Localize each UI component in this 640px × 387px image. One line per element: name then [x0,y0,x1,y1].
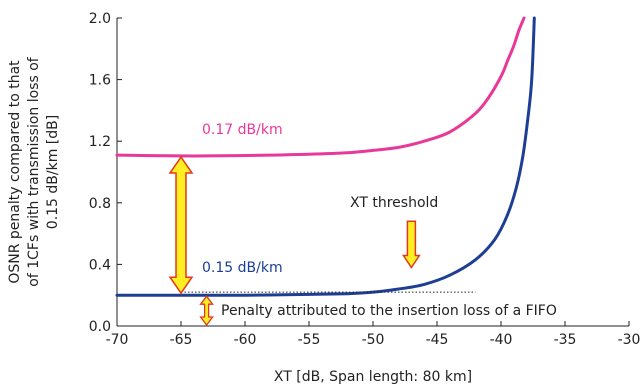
y-axis-label-line2: of 1CFs with transmission loss of [26,56,42,287]
x-tick-label: -50 [362,332,385,348]
y-tick-label: 0.4 [89,257,111,273]
x-tick-label: -55 [298,332,321,348]
y-axis-label-line3: 0.15 dB/km [dB] [45,115,61,229]
xt-threshold-arrow [401,220,421,269]
fifo-penalty-label: Penalty attributed to the insertion loss… [221,303,557,319]
label-017: 0.17 dB/km [202,122,283,138]
x-tick-label: -40 [490,332,513,348]
y-tick-label: 0.8 [89,196,111,212]
x-tick-label: -70 [106,332,129,348]
y-tick-label: 2.0 [89,11,111,27]
label-015: 0.15 dB/km [202,260,283,276]
x-tick-label: -45 [426,332,449,348]
series-line-017 [115,16,526,158]
x-tick-label: -60 [234,332,257,348]
osnr-difference-arrow [168,155,194,295]
x-tick-label: -30 [618,332,640,348]
y-tick-label: 0.0 [89,319,111,335]
y-tick-label: 1.6 [89,73,111,89]
x-tick-label: -65 [170,332,193,348]
x-tick-label: -35 [554,332,577,348]
series-line-015 [115,16,536,297]
fifo-penalty-arrow [199,295,214,327]
y-axis-label-line1: OSNR penalty compared to that [7,60,23,284]
xt-threshold-label: XT threshold [350,195,438,211]
y-tick-label: 1.2 [89,134,111,150]
x-axis-label: XT [dB, Span length: 80 km] [274,369,472,385]
